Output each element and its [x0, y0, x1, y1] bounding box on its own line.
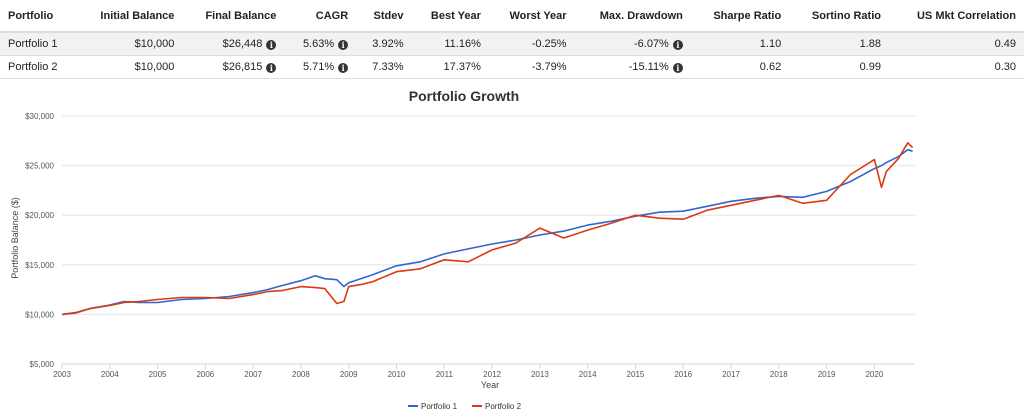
cell-final: $26,815 i — [182, 55, 285, 79]
series-line-portfolio-1 — [61, 148, 913, 316]
y-tick-label: $25,000 — [25, 162, 54, 171]
x-tick-label: 2005 — [149, 370, 167, 379]
legend-label-portfolio-1[interactable]: Portfolio 1 — [421, 402, 458, 411]
portfolio-growth-chart: Portfolio Growth $5,000 $10,000 $15,000 $20… — [10, 88, 915, 411]
cell-sortino: 0.99 — [789, 55, 889, 79]
y-tick-label: $30,000 — [25, 112, 54, 121]
x-tick-label: 2003 — [53, 370, 71, 379]
y-tick-label: $15,000 — [25, 261, 54, 270]
cell-drawdown: -15.11% i — [574, 55, 691, 79]
cell-stdev: 7.33% — [356, 55, 412, 79]
table-row: Portfolio 2 $10,000 $26,815 i 5.71% i 7.33… — [0, 55, 1024, 79]
x-tick-label: 2014 — [579, 370, 597, 379]
table-row: Portfolio 1 $10,000 $26,448 i 5.63% i 3.92… — [0, 32, 1024, 56]
x-tick-label: 2013 — [531, 370, 549, 379]
cell-worst: -3.79% — [488, 55, 575, 79]
chart-title: Portfolio Growth — [409, 88, 519, 104]
x-tick-label: 2012 — [483, 370, 501, 379]
cell-initial: $10,000 — [76, 32, 183, 56]
cell-cagr: 5.71% i — [284, 55, 357, 79]
series-line-portfolio-2 — [61, 142, 914, 316]
x-tick-label: 2011 — [436, 370, 454, 379]
x-tick-label: 2020 — [865, 370, 883, 379]
y-tick-label: $10,000 — [25, 310, 54, 319]
col-us-mkt-correlation[interactable]: US Mkt Correlation — [888, 0, 1024, 33]
cell-cagr: 5.63% i — [284, 32, 357, 56]
col-portfolio[interactable]: Portfolio — [0, 0, 77, 33]
x-tick-label: 2015 — [627, 370, 645, 379]
stats-header-row: Portfolio Initial Balance Final Balance … — [0, 0, 1024, 33]
cell-drawdown-value: -15.11% — [628, 61, 669, 73]
cell-drawdown: -6.07% i — [574, 32, 691, 56]
info-circle-icon[interactable]: i — [672, 63, 683, 73]
col-sortino-ratio[interactable]: Sortino Ratio — [789, 0, 889, 33]
y-tick-label: $5,000 — [30, 360, 55, 369]
cell-final-value: $26,448 — [222, 38, 263, 50]
cell-initial: $10,000 — [76, 55, 183, 79]
info-circle-icon[interactable]: i — [266, 63, 277, 73]
chart-gridlines — [62, 115, 915, 365]
cell-cagr-value: 5.71% — [302, 61, 335, 73]
cell-corr: 0.49 — [888, 32, 1024, 56]
col-final-balance[interactable]: Final Balance — [182, 0, 285, 33]
col-cagr[interactable]: CAGR — [284, 0, 357, 33]
x-tick-label: 2019 — [818, 370, 836, 379]
x-tick-label: 2017 — [722, 370, 740, 379]
chart-series — [61, 142, 914, 316]
x-tick-label: 2007 — [244, 370, 262, 379]
cell-sharpe: 0.62 — [690, 55, 790, 79]
col-initial-balance[interactable]: Initial Balance — [76, 0, 183, 33]
cell-cagr-value: 5.63% — [302, 38, 335, 50]
col-worst-year[interactable]: Worst Year — [488, 0, 575, 33]
x-tick-label: 2016 — [674, 370, 692, 379]
cell-best: 11.16% — [411, 32, 489, 56]
legend-label-portfolio-2[interactable]: Portfolio 2 — [485, 402, 522, 411]
cell-worst: -0.25% — [488, 32, 575, 56]
y-tick-label: $20,000 — [25, 211, 54, 220]
col-stdev[interactable]: Stdev — [356, 0, 412, 33]
y-axis-label: Portfolio Balance ($) — [10, 197, 20, 279]
cell-final: $26,448 i — [182, 32, 285, 56]
info-circle-icon[interactable]: i — [672, 40, 683, 50]
x-axis-label: Year — [481, 380, 499, 390]
info-circle-icon[interactable]: i — [266, 40, 277, 50]
cell-portfolio: Portfolio 1 — [0, 32, 77, 56]
info-circle-icon[interactable]: i — [338, 63, 349, 73]
col-best-year[interactable]: Best Year — [411, 0, 489, 33]
x-tick-label: 2009 — [340, 370, 358, 379]
cell-stdev: 3.92% — [356, 32, 412, 56]
x-tick-label: 2018 — [770, 370, 788, 379]
cell-sharpe: 1.10 — [690, 32, 790, 56]
col-sharpe-ratio[interactable]: Sharpe Ratio — [690, 0, 790, 33]
col-max-drawdown[interactable]: Max. Drawdown — [574, 0, 691, 33]
x-tick-label: 2010 — [388, 370, 406, 379]
x-tick-label: 2004 — [101, 370, 119, 379]
chart-legend: Portfolio 1 Portfolio 2 — [408, 402, 522, 411]
y-axis-ticks: $5,000 $10,000 $15,000 $20,000 $25,000 $30,00… — [25, 112, 54, 369]
x-tick-label: 2006 — [196, 370, 214, 379]
cell-corr: 0.30 — [888, 55, 1024, 79]
cell-sortino: 1.88 — [789, 32, 889, 56]
cell-portfolio: Portfolio 2 — [0, 55, 77, 79]
x-axis-ticks: 2003 2004 2005 2006 2007 2008 2009 2010 2011 2012… — [53, 364, 884, 379]
cell-drawdown-value: -6.07% — [633, 38, 669, 50]
x-tick-label: 2008 — [292, 370, 310, 379]
info-circle-icon[interactable]: i — [338, 40, 349, 50]
stats-table: Portfolio Initial Balance Final Balance … — [0, 0, 1024, 79]
cell-best: 17.37% — [411, 55, 489, 79]
cell-final-value: $26,815 — [222, 61, 263, 73]
